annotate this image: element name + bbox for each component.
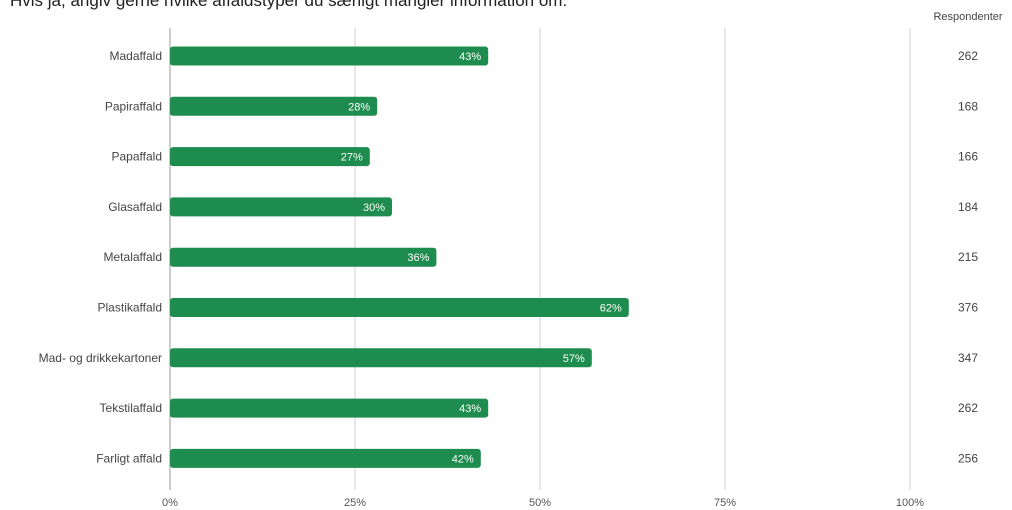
bar: [170, 46, 489, 66]
respondent-count: 215: [958, 250, 978, 264]
bar: [170, 348, 592, 368]
respondent-count: 376: [958, 301, 978, 315]
bar: [170, 247, 437, 267]
bar-value-label: 43%: [459, 403, 481, 415]
bar-value-label: 62%: [600, 303, 622, 315]
bar: [170, 398, 489, 418]
bar-value-label: 57%: [563, 353, 585, 365]
x-tick-label: 50%: [529, 497, 551, 509]
category-label: Metalaffald: [104, 250, 162, 264]
category-labels: Madaffald Papiraffald Papaffald Glasaffald M…: [39, 49, 162, 465]
x-tick-label: 100%: [896, 497, 924, 509]
bar: [170, 448, 481, 468]
bar: [170, 298, 629, 317]
category-label: Glasaffald: [108, 200, 162, 214]
respondent-count: 262: [958, 401, 978, 415]
category-label: Madaffald: [110, 49, 162, 63]
category-label: Papaffald: [112, 150, 163, 164]
bar-value-label: 27%: [341, 152, 363, 164]
category-label: Farligt affald: [96, 451, 162, 465]
bar: [170, 197, 392, 217]
respondents-header: Respondenter: [933, 11, 1002, 23]
x-tick-label: 0%: [162, 497, 178, 509]
bar: [170, 147, 370, 167]
category-label: Papiraffald: [105, 99, 162, 113]
category-label: Plastikaffald: [98, 301, 162, 315]
x-axis-ticks: 0% 25% 50% 75% 100%: [162, 497, 924, 509]
category-label: Mad- og drikkekartoner: [39, 351, 162, 365]
bar-value-label: 43%: [459, 51, 481, 63]
bars: 43% 28% 27% 30% 36% 62% 57% 43% 42%: [170, 46, 629, 468]
bar: [170, 96, 378, 116]
respondents-column: Respondenter 262 168 166 184 215 376 347 262 256: [933, 11, 1002, 465]
chart-title: Hvis ja, angiv gerne hvilke affaldstyper…: [10, 0, 568, 10]
respondent-count: 262: [958, 49, 978, 63]
x-tick-label: 75%: [714, 497, 736, 509]
respondent-count: 166: [958, 150, 978, 164]
category-label: Tekstilaffald: [100, 401, 162, 415]
respondent-count: 256: [958, 451, 978, 465]
bar-value-label: 42%: [452, 453, 474, 465]
bar-value-label: 30%: [363, 202, 385, 214]
respondent-count: 168: [958, 99, 978, 113]
respondent-count: 347: [958, 351, 978, 365]
x-tick-label: 25%: [344, 497, 366, 509]
respondent-count: 184: [958, 200, 978, 214]
bar-value-label: 28%: [348, 101, 370, 113]
bar-value-label: 36%: [407, 252, 429, 264]
